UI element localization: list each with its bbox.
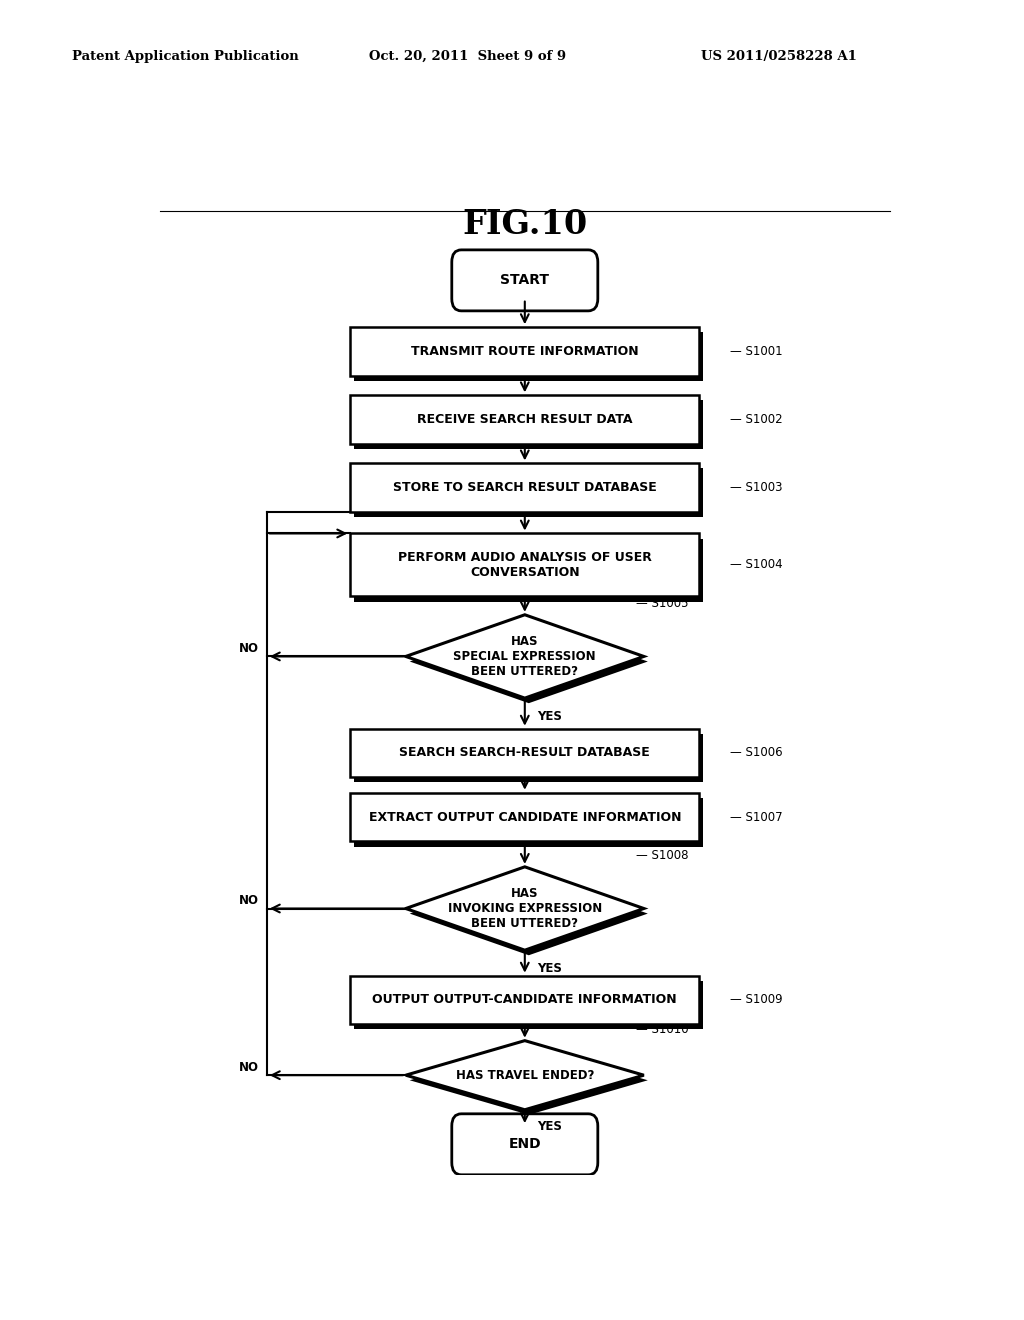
Text: SEARCH SEARCH-RESULT DATABASE: SEARCH SEARCH-RESULT DATABASE <box>399 747 650 759</box>
Text: RECEIVE SEARCH RESULT DATA: RECEIVE SEARCH RESULT DATA <box>417 413 633 426</box>
Text: HAS
INVOKING EXPRESSION
BEEN UTTERED?: HAS INVOKING EXPRESSION BEEN UTTERED? <box>447 887 602 931</box>
Bar <box>354 797 703 846</box>
Polygon shape <box>410 1045 648 1115</box>
Text: END: END <box>509 1138 541 1151</box>
Bar <box>350 975 699 1024</box>
Bar <box>350 533 699 597</box>
Text: FIG.10: FIG.10 <box>462 209 588 242</box>
Text: — S1002: — S1002 <box>729 413 782 426</box>
Bar <box>350 729 699 777</box>
Bar <box>354 400 703 449</box>
Text: EXTRACT OUTPUT CANDIDATE INFORMATION: EXTRACT OUTPUT CANDIDATE INFORMATION <box>369 810 681 824</box>
Text: HAS TRAVEL ENDED?: HAS TRAVEL ENDED? <box>456 1069 594 1081</box>
Text: NO: NO <box>239 642 259 655</box>
Text: HAS
SPECIAL EXPRESSION
BEEN UTTERED?: HAS SPECIAL EXPRESSION BEEN UTTERED? <box>454 635 596 678</box>
Text: — S1001: — S1001 <box>729 345 782 358</box>
Text: Patent Application Publication: Patent Application Publication <box>72 50 298 63</box>
Bar <box>354 469 703 517</box>
Bar <box>350 463 699 512</box>
Bar <box>354 539 703 602</box>
Bar <box>350 327 699 376</box>
Text: NO: NO <box>239 894 259 907</box>
Bar <box>354 981 703 1030</box>
FancyBboxPatch shape <box>452 249 598 312</box>
Text: YES: YES <box>537 1119 561 1133</box>
Bar <box>350 395 699 444</box>
FancyBboxPatch shape <box>452 1114 598 1175</box>
Polygon shape <box>410 873 648 956</box>
Text: — S1007: — S1007 <box>729 810 782 824</box>
Text: — S1003: — S1003 <box>729 482 782 494</box>
Text: PERFORM AUDIO ANALYSIS OF USER
CONVERSATION: PERFORM AUDIO ANALYSIS OF USER CONVERSAT… <box>398 550 651 579</box>
Text: TRANSMIT ROUTE INFORMATION: TRANSMIT ROUTE INFORMATION <box>411 345 639 358</box>
Text: START: START <box>501 273 549 288</box>
Text: — S1006: — S1006 <box>729 747 782 759</box>
Text: STORE TO SEARCH RESULT DATABASE: STORE TO SEARCH RESULT DATABASE <box>393 482 656 494</box>
Text: — S1009: — S1009 <box>729 994 782 1006</box>
Text: — S1005: — S1005 <box>636 597 688 610</box>
Text: — S1004: — S1004 <box>729 558 782 572</box>
Bar <box>354 333 703 381</box>
Polygon shape <box>406 615 644 698</box>
Polygon shape <box>406 1040 644 1110</box>
Text: — S1010: — S1010 <box>636 1023 688 1036</box>
Text: — S1008: — S1008 <box>636 849 688 862</box>
Text: US 2011/0258228 A1: US 2011/0258228 A1 <box>701 50 857 63</box>
Polygon shape <box>406 867 644 950</box>
Text: YES: YES <box>537 710 561 723</box>
Text: OUTPUT OUTPUT-CANDIDATE INFORMATION: OUTPUT OUTPUT-CANDIDATE INFORMATION <box>373 994 677 1006</box>
Polygon shape <box>410 620 648 704</box>
Text: NO: NO <box>239 1060 259 1073</box>
Text: YES: YES <box>537 962 561 975</box>
Text: Oct. 20, 2011  Sheet 9 of 9: Oct. 20, 2011 Sheet 9 of 9 <box>369 50 566 63</box>
Bar <box>354 734 703 783</box>
Bar <box>350 792 699 841</box>
